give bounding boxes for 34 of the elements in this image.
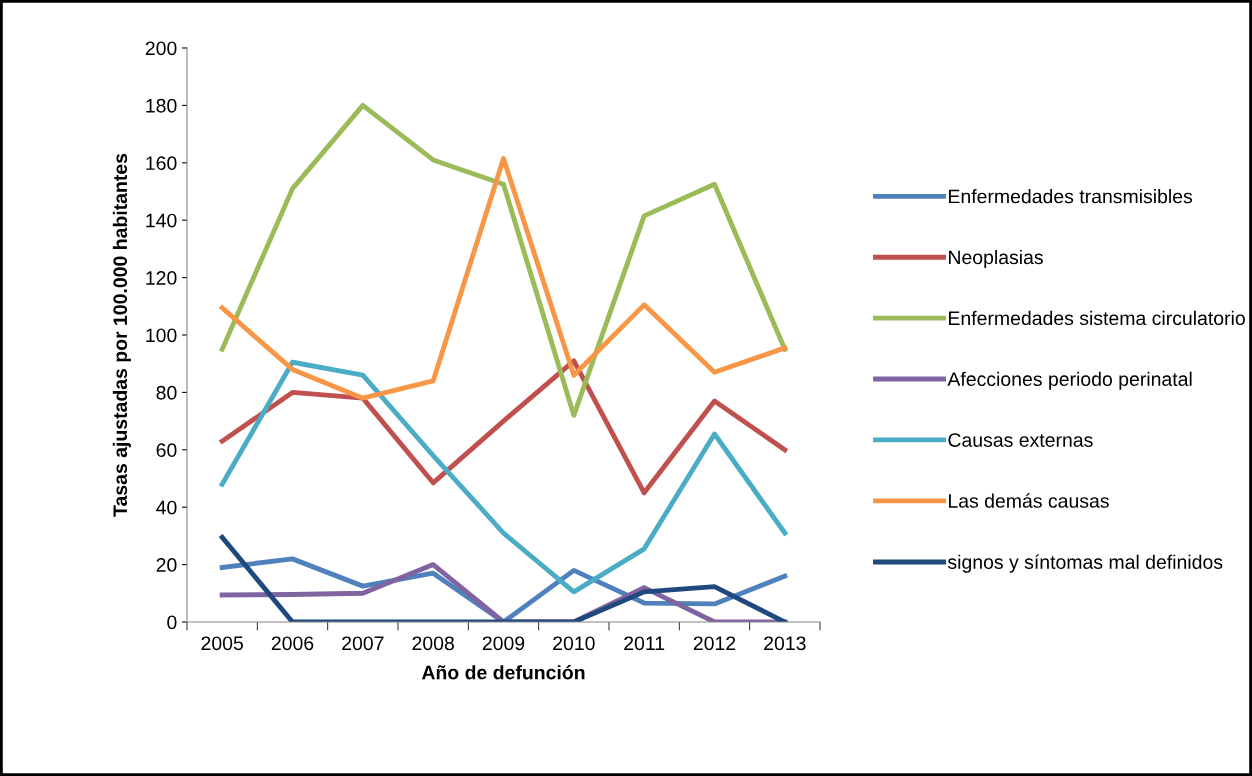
y-tick-label: 20 bbox=[156, 558, 177, 572]
y-tick-label: 200 bbox=[145, 41, 177, 56]
line-series bbox=[219, 358, 788, 496]
line-series bbox=[219, 534, 788, 622]
line-series bbox=[219, 156, 788, 401]
legend-label: Causas externas bbox=[948, 433, 1093, 447]
legend-label: Las demás causas bbox=[949, 493, 1109, 508]
y-tick-label: 140 bbox=[146, 213, 177, 228]
line-series bbox=[219, 102, 788, 418]
y-tick-label: 160 bbox=[146, 156, 177, 171]
x-axis-title: Año de defunción bbox=[421, 664, 585, 680]
x-tick-label: 2013 bbox=[764, 636, 806, 651]
x-tick-label: 2007 bbox=[342, 636, 384, 651]
legend-label: Neoplasias bbox=[949, 249, 1043, 269]
legend-label: Enfermedades transmisibles bbox=[949, 189, 1193, 204]
y-tick-label: 60 bbox=[156, 443, 177, 458]
y-tick-label: 120 bbox=[146, 271, 177, 285]
y-axis-title: Tasas ajustadas por 100.000 habitantes bbox=[112, 153, 131, 517]
line-series bbox=[219, 359, 788, 595]
x-tick-label: 2005 bbox=[201, 636, 243, 651]
x-tick-label: 2012 bbox=[693, 636, 736, 651]
y-tick-label: 40 bbox=[156, 500, 177, 515]
y-tick-label: 0 bbox=[167, 615, 177, 630]
x-tick-label: 2011 bbox=[624, 636, 665, 651]
legend-label: Afecciones periodo perinatal bbox=[947, 371, 1192, 390]
x-tick-label: 2008 bbox=[412, 636, 454, 651]
y-tick-label: 100 bbox=[146, 328, 177, 343]
y-tick-label: 80 bbox=[156, 385, 177, 400]
legend-label: signos y síntomas mal definidos bbox=[947, 554, 1223, 573]
y-tick-label: 180 bbox=[146, 98, 177, 113]
x-tick-label: 2010 bbox=[553, 636, 595, 651]
legend-label: Enfermedades sistema circulatorio bbox=[949, 310, 1245, 326]
x-tick-label: 2006 bbox=[271, 636, 314, 651]
x-tick-label: 2009 bbox=[482, 636, 525, 651]
